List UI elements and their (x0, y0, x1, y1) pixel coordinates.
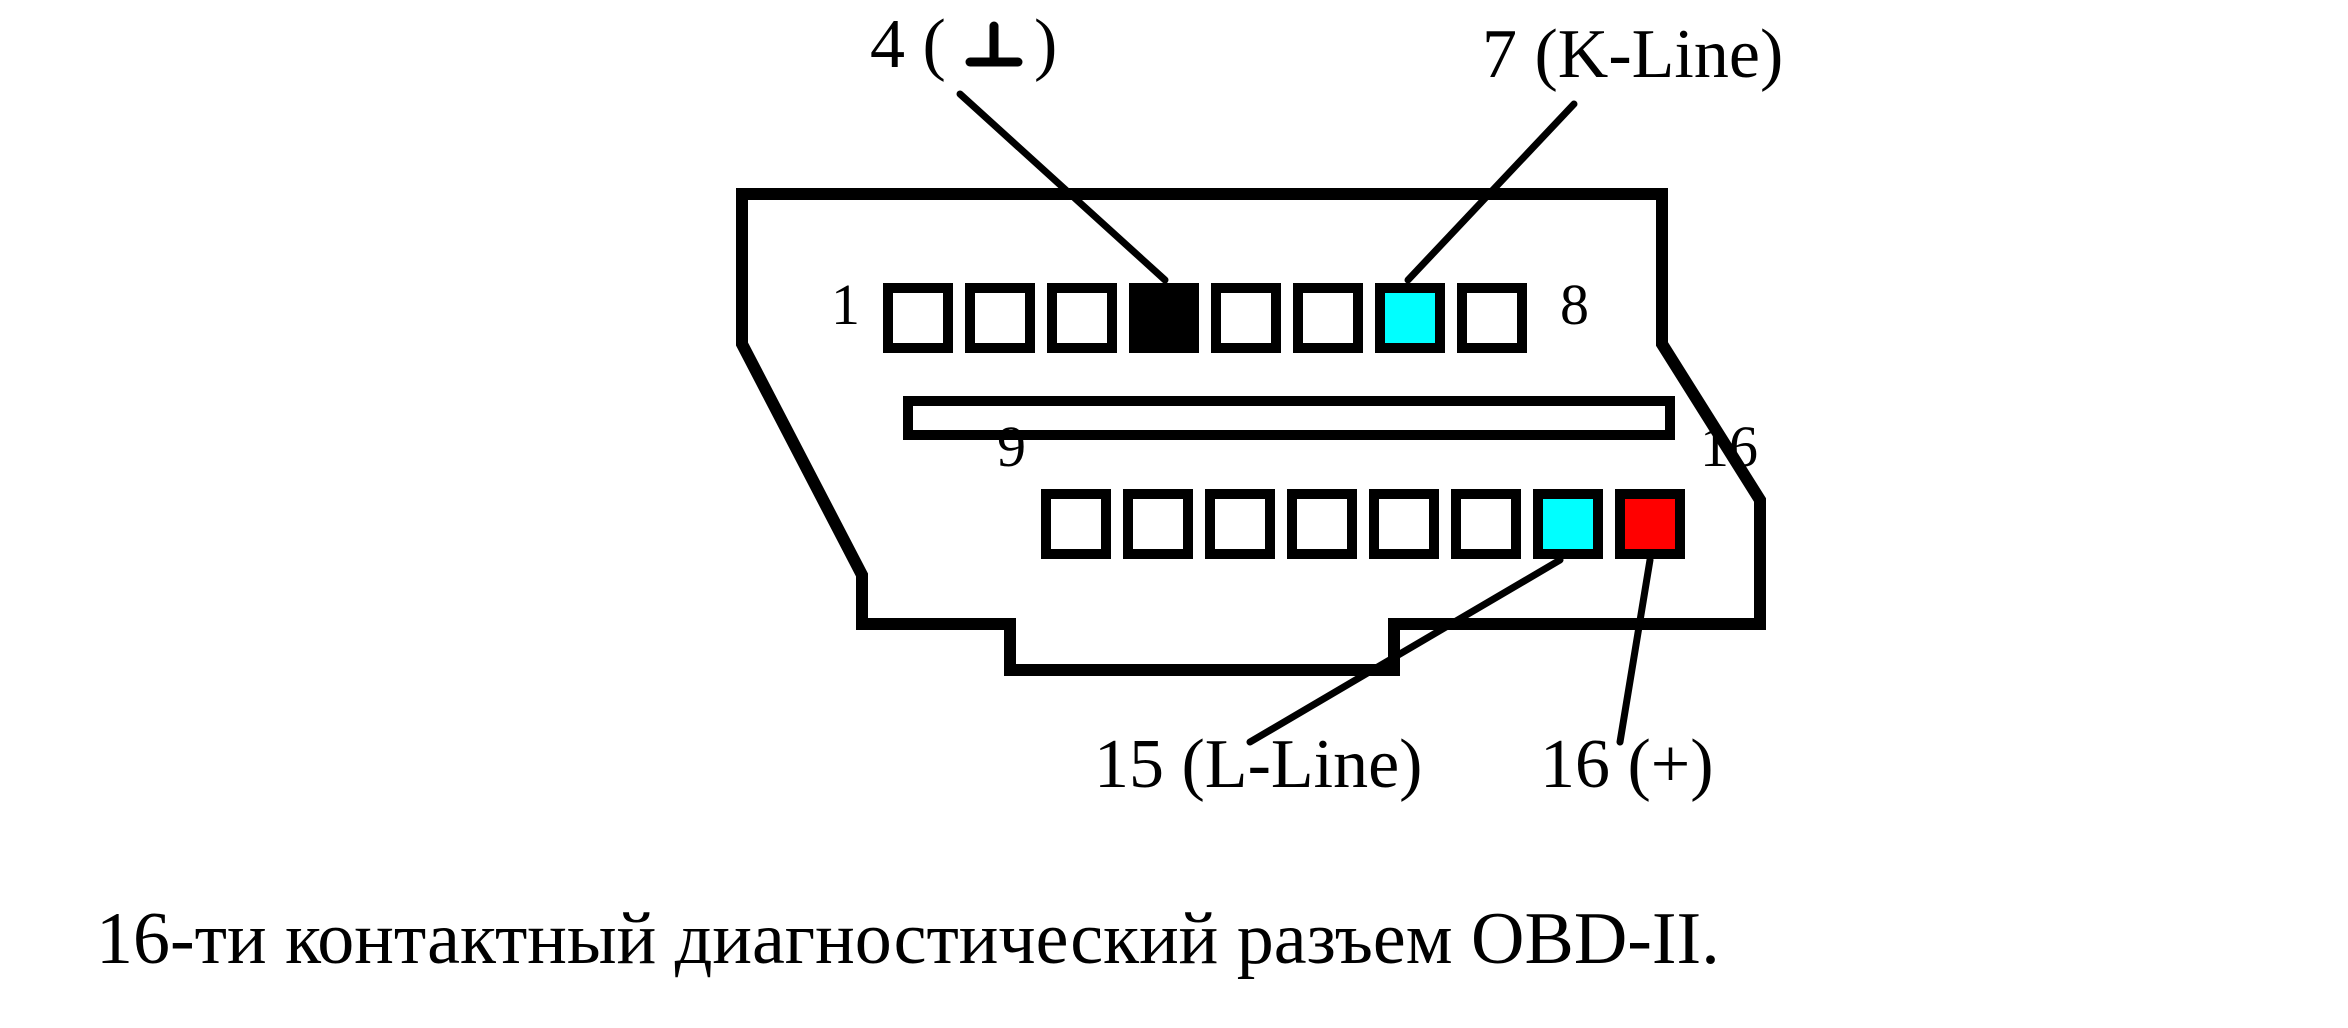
pin-7 (1380, 288, 1440, 348)
pin-10 (1128, 494, 1188, 554)
pin-2 (970, 288, 1030, 348)
callout-line-3 (1620, 560, 1650, 742)
diagram-svg (0, 0, 2348, 1028)
callout-line-0 (960, 94, 1165, 280)
caption-text: 16-ти контактный диагностический разъем … (96, 902, 1720, 976)
pin-5 (1216, 288, 1276, 348)
pin-11 (1210, 494, 1270, 554)
pin-8 (1462, 288, 1522, 348)
pin-13 (1374, 494, 1434, 554)
pin-16 (1620, 494, 1680, 554)
pin-9 (1046, 494, 1106, 554)
label-pin4: 4 ( (870, 10, 946, 80)
pin-12 (1292, 494, 1352, 554)
label-row1-end: 8 (1560, 276, 1589, 334)
callout-line-2 (1250, 560, 1560, 742)
pin-1 (888, 288, 948, 348)
label-pin16: 16 (+) (1540, 730, 1714, 800)
label-pin7: 7 (K-Line) (1482, 20, 1783, 90)
pin-4 (1134, 288, 1194, 348)
pin-15 (1538, 494, 1598, 554)
pin-14 (1456, 494, 1516, 554)
label-pin4-close-paren: ) (1034, 10, 1057, 80)
label-row1-start: 1 (831, 276, 860, 334)
pin-6 (1298, 288, 1358, 348)
label-row2-end: 16 (1700, 418, 1758, 476)
pin-3 (1052, 288, 1112, 348)
label-row2-start: 9 (997, 418, 1026, 476)
ground-icon (970, 26, 1018, 62)
label-pin15: 15 (L-Line) (1094, 730, 1422, 800)
